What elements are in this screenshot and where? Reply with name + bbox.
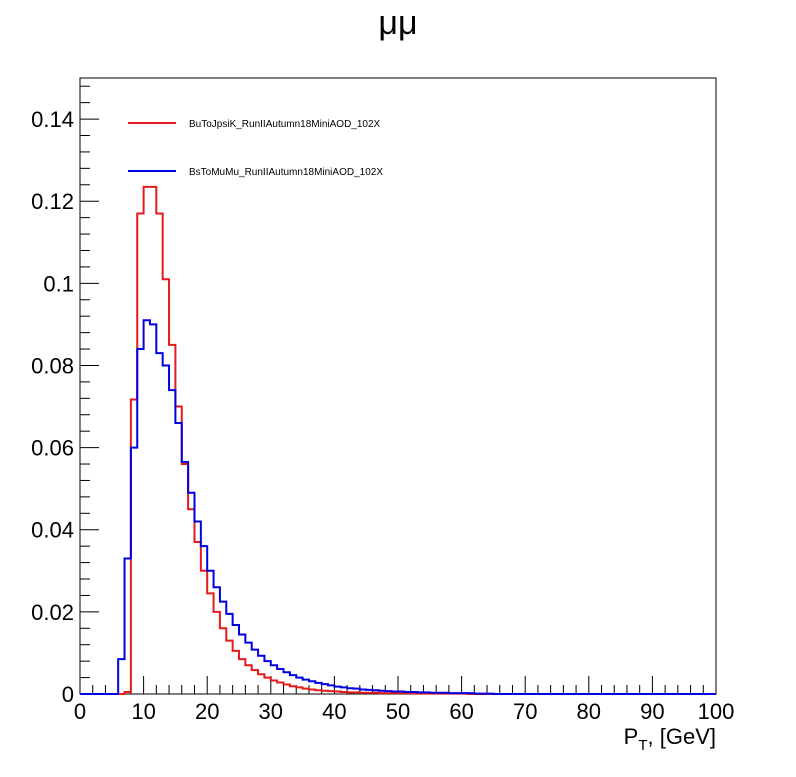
x-tick-label: 30 — [259, 699, 283, 724]
legend-label-2: BsToMuMu_RunIIAutumn18MiniAOD_102X — [189, 167, 383, 178]
y-tick-label: 0.06 — [31, 436, 74, 461]
y-tick-label: 0.14 — [31, 107, 74, 132]
x-tick-label: 80 — [577, 699, 601, 724]
x-tick-label: 20 — [195, 699, 219, 724]
x-tick-label: 10 — [131, 699, 155, 724]
series-layer — [80, 185, 716, 695]
x-axis-tick-labels: 0 10 20 30 40 50 60 70 80 90 100 — [74, 699, 734, 724]
y-tick-label: 0.02 — [31, 600, 74, 625]
y-axis-ticks — [80, 85, 99, 695]
legend: BuToJpsiK_RunIIAutumn18MiniAOD_102X BsToM… — [128, 119, 383, 178]
x-axis-label-unit: , [GeV] — [648, 724, 716, 749]
x-tick-label: 100 — [698, 699, 735, 724]
x-axis-label: PT, [GeV] — [624, 724, 716, 754]
y-tick-label: 0.04 — [31, 518, 74, 543]
series-line-1 — [80, 185, 716, 695]
x-tick-label: 90 — [640, 699, 664, 724]
y-tick-label: 0.08 — [31, 353, 74, 378]
x-tick-label: 50 — [386, 699, 410, 724]
x-axis-label-subscript: T — [638, 737, 647, 754]
y-tick-label: 0.1 — [43, 271, 74, 296]
x-tick-label: 0 — [74, 699, 86, 724]
y-tick-label: 0 — [62, 682, 74, 707]
x-tick-label: 60 — [449, 699, 473, 724]
x-tick-label: 40 — [322, 699, 346, 724]
y-axis-tick-labels: 0 0.02 0.04 0.06 0.08 0.1 0.12 0.14 — [31, 107, 74, 707]
chart-title: μμ — [378, 4, 417, 42]
x-tick-label: 70 — [513, 699, 537, 724]
x-axis-label-main: P — [624, 724, 639, 749]
legend-label-1: BuToJpsiK_RunIIAutumn18MiniAOD_102X — [189, 119, 381, 130]
series-line-2 — [80, 319, 716, 695]
y-tick-label: 0.12 — [31, 189, 74, 214]
